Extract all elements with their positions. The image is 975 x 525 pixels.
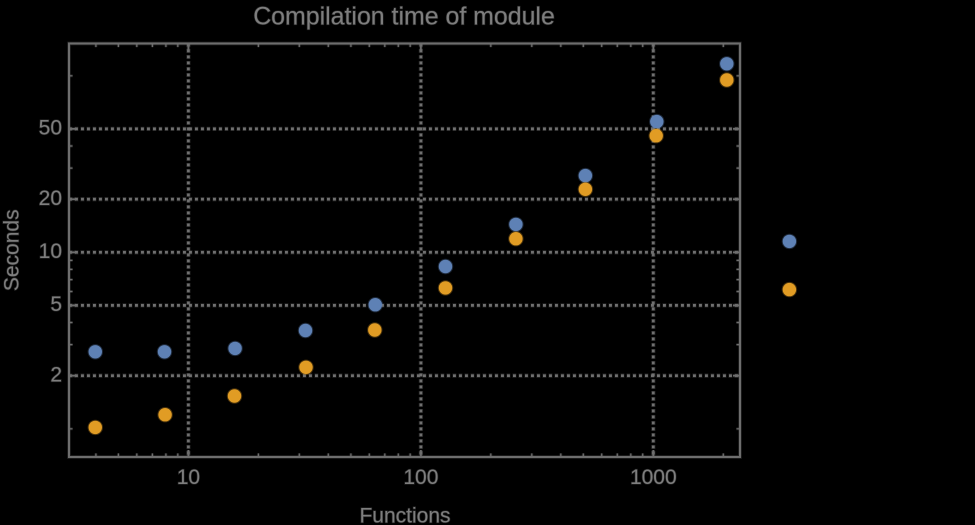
svg-text:20: 20	[39, 187, 62, 210]
svg-text:10: 10	[177, 466, 200, 489]
svg-text:2: 2	[50, 364, 62, 387]
svg-text:100: 100	[403, 466, 438, 489]
svg-text:Compilation time of module: Compilation time of module	[253, 3, 555, 31]
svg-text:1000: 1000	[630, 466, 677, 489]
svg-text:Functions: Functions	[359, 505, 450, 525]
svg-text:10: 10	[39, 240, 62, 263]
svg-text:Seconds: Seconds	[1, 209, 24, 291]
svg-text:5: 5	[50, 293, 62, 316]
svg-text:50: 50	[39, 117, 62, 140]
